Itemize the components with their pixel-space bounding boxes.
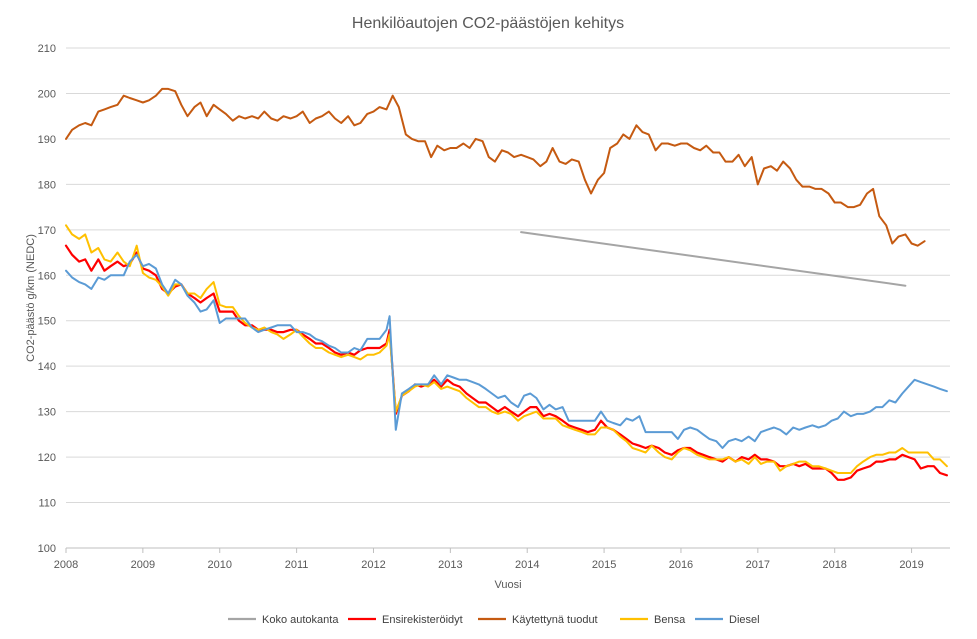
y-tick-label: 210 xyxy=(38,43,56,55)
y-tick-label: 190 xyxy=(38,134,56,146)
series-line-koko-autokanta xyxy=(520,231,907,287)
x-tick-label: 2018 xyxy=(822,559,846,571)
x-axis-label: Vuosi xyxy=(494,579,521,591)
x-tick-label: 2013 xyxy=(438,559,462,571)
series-line-ensirekister-idyt xyxy=(64,244,948,481)
x-tick-label: 2009 xyxy=(131,559,155,571)
y-axis-label: CO2-päästö g/km (NEDC) xyxy=(25,234,37,362)
x-tick-label: 2012 xyxy=(361,559,385,571)
legend: Koko autokanta Ensirekisteröidyt Käytettyn… xyxy=(228,614,760,626)
series-line-bensa xyxy=(65,224,948,474)
series-line-diesel xyxy=(65,253,948,449)
y-tick-labels: 100 110 120 130 140 150 160 170 180 190 200 210 xyxy=(38,43,56,555)
x-tick-label: 2011 xyxy=(285,559,309,571)
y-tick-label: 160 xyxy=(38,270,56,282)
legend-label: Diesel xyxy=(729,614,760,626)
grid-lines xyxy=(65,47,950,553)
y-tick-label: 180 xyxy=(38,179,56,191)
x-tick-label: 2017 xyxy=(746,559,770,571)
x-tick-label: 2008 xyxy=(54,559,78,571)
x-tick-label: 2019 xyxy=(899,559,923,571)
y-tick-label: 140 xyxy=(38,361,56,373)
series-layer xyxy=(64,87,948,481)
legend-label: Ensirekisteröidyt xyxy=(382,614,463,626)
y-tick-label: 150 xyxy=(38,316,56,328)
x-tick-label: 2015 xyxy=(592,559,616,571)
y-tick-label: 130 xyxy=(38,407,56,419)
legend-label: Bensa xyxy=(654,614,686,626)
y-tick-label: 200 xyxy=(38,88,56,100)
chart-title: Henkilöautojen CO2-päästöjen kehitys xyxy=(352,15,624,32)
x-tick-label: 2014 xyxy=(515,559,539,571)
x-tick-labels: 2008 2009 2010 2011 2012 2013 2014 2015 2016 2017… xyxy=(54,559,924,571)
y-tick-label: 100 xyxy=(38,543,56,555)
y-tick-label: 170 xyxy=(38,225,56,237)
y-tick-label: 110 xyxy=(38,498,56,510)
x-tick-label: 2010 xyxy=(207,559,231,571)
legend-label: Koko autokanta xyxy=(262,614,339,626)
y-tick-label: 120 xyxy=(38,452,56,464)
x-tick-label: 2016 xyxy=(669,559,693,571)
legend-label: Käytettynä tuodut xyxy=(512,614,598,626)
series-line-k-ytettyn-tuodut xyxy=(65,87,926,247)
